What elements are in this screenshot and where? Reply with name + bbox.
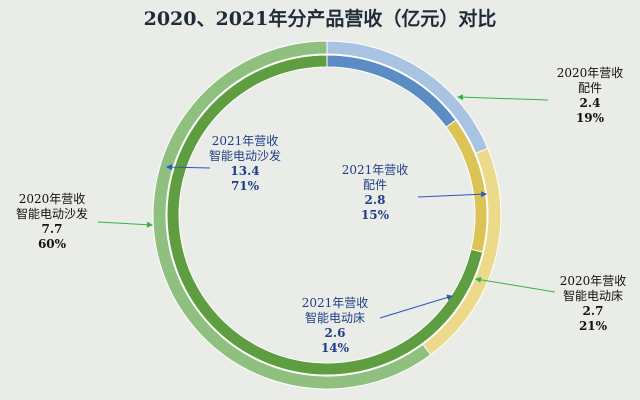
data-label-2020-sofa: 2020年营收 智能电动沙发 7.7 60% — [2, 192, 102, 252]
data-label-2021-bed: 2021年营收 智能电动床 2.6 14% — [290, 296, 380, 356]
data-label-percent: 15% — [360, 208, 390, 222]
data-label-2020-bed: 2020年营收 智能电动床 2.7 21% — [548, 274, 638, 334]
data-label-category: 智能电动沙发 — [15, 207, 88, 221]
slice-2020-2 — [152, 40, 432, 390]
data-label-year: 2021年营收 — [301, 296, 369, 310]
callout-arrow-2020-parts — [457, 94, 549, 101]
data-label-2021-sofa: 2021年营收 智能电动沙发 13.4 71% — [190, 134, 300, 194]
data-label-year: 2020年营收 — [556, 66, 624, 80]
data-label-2020-parts: 2020年营收 配件 2.4 19% — [545, 66, 635, 126]
slice-2021-2 — [166, 54, 484, 376]
data-label-value: 2.6 — [324, 326, 346, 340]
data-label-value: 2.8 — [364, 193, 386, 207]
data-label-2021-parts: 2021年营收 配件 2.8 15% — [330, 163, 420, 223]
data-label-category: 配件 — [577, 81, 602, 95]
callout-arrow-2021-bed — [379, 294, 453, 319]
callout-arrow-2021-parts — [417, 191, 487, 198]
callout-arrow-2021-sofa — [166, 164, 211, 171]
data-label-year: 2020年营收 — [559, 274, 627, 288]
chart-title: 2020、2021年分产品营收（亿元）对比 — [143, 8, 497, 30]
callout-arrow-2020-sofa — [97, 221, 153, 228]
data-label-value: 7.7 — [41, 222, 63, 236]
data-label-percent: 71% — [230, 179, 260, 193]
data-label-percent: 21% — [578, 319, 608, 333]
data-label-year: 2021年营收 — [211, 134, 279, 148]
data-label-year: 2021年营收 — [341, 163, 409, 177]
data-label-percent: 19% — [575, 111, 605, 125]
data-label-value: 13.4 — [230, 164, 260, 178]
data-label-year: 2020年营收 — [18, 192, 86, 206]
data-label-value: 2.7 — [582, 304, 604, 318]
data-label-value: 2.4 — [579, 96, 601, 110]
data-label-category: 智能电动床 — [562, 289, 623, 303]
data-label-percent: 60% — [37, 237, 67, 251]
data-label-category: 智能电动沙发 — [208, 149, 281, 163]
data-label-percent: 14% — [320, 341, 350, 355]
callout-arrow-2020-bed — [475, 276, 556, 293]
data-label-category: 智能电动床 — [304, 311, 365, 325]
data-label-category: 配件 — [362, 178, 387, 192]
